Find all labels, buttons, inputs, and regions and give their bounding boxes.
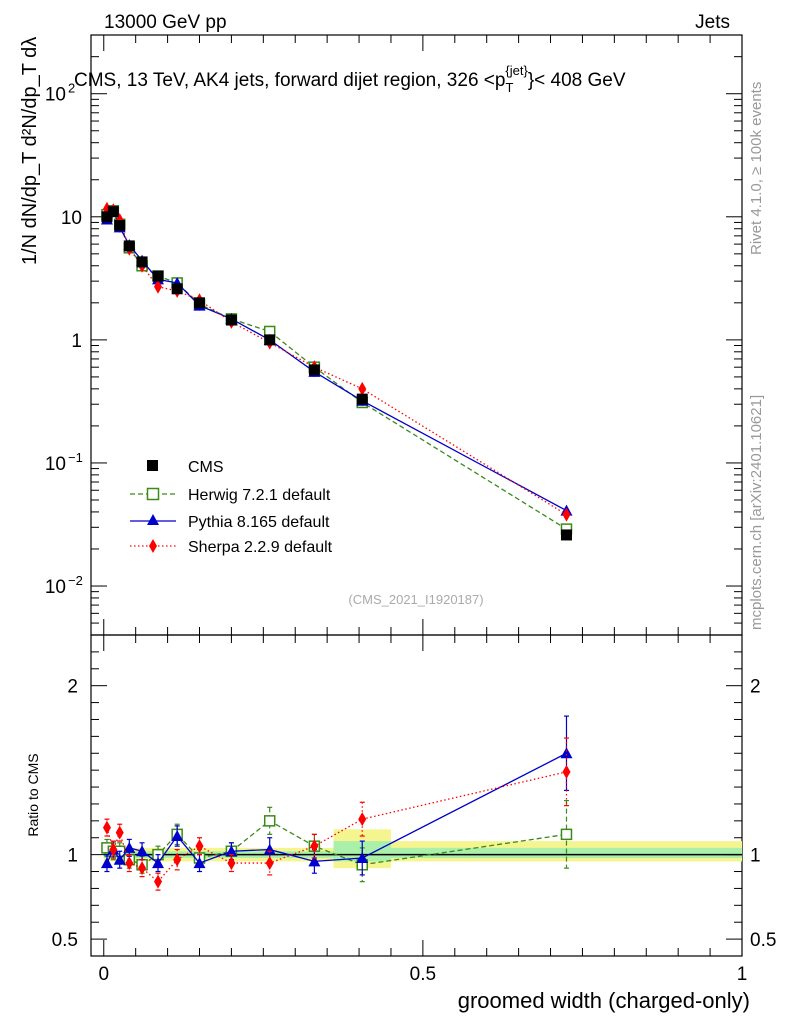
main-y-axis-label: 1/N dN/dp_T d²N/dp_T dλ [19,37,41,265]
ratio-plot-frame [90,634,743,957]
data-point-cms [136,256,148,268]
ratio-y-tick-label-right: 2 [750,677,761,698]
data-point-cms [152,270,164,282]
ratio-point-pythia [308,855,321,867]
ratio-y-tick-label-left: 1 [67,846,78,867]
ratio-y-tick-label-left: 2 [67,677,78,698]
series-line-sherpa [106,208,567,516]
ratio-point-herwig [263,815,276,827]
ratio-point-sherpa [562,764,571,779]
plot-title-main: CMS, 13 TeV, AK4 jets, forward dijet reg… [74,70,505,91]
data-point-sherpa [154,279,163,294]
ratio-point-pythia [171,830,184,842]
legend-cms-label: CMS [188,459,224,476]
data-point-cms [560,529,572,541]
ratio-point-sherpa [154,874,163,889]
ratio-point-sherpa [195,839,204,854]
ratio-point-sherpa [173,852,182,867]
ratio-point-pythia [193,857,206,869]
ratio-point-pythia [225,845,238,857]
ratio-y-tick-label-left: 0.5 [52,930,78,951]
y-label-text: 1/N dN/dp_T d²N/dp_T dλ [19,37,41,265]
ratio-y-tick-label-right: 0.5 [750,930,776,951]
y-tick-label: 1 [71,331,82,352]
ratio-point-sherpa [227,856,236,871]
ratio-point-pythia [152,857,165,869]
ratio-point-sherpa [310,839,319,854]
legend-herwig-marker [146,487,160,501]
rivet-version-label: Rivet 4.1.0, ≥ 100k events [748,82,765,255]
ratio-point-pythia [123,841,136,853]
ratio-point-pythia [100,857,113,869]
ratio-point-sherpa [102,820,111,835]
ratio-point-sherpa [125,856,134,871]
data-point-cms [114,219,126,231]
ratio-point-sherpa [358,812,367,827]
ratio-point-sherpa [138,861,147,876]
legend-cms-marker [147,460,158,471]
y-tick-label: 10 [45,85,66,106]
data-point-cms [171,283,183,295]
series-line-pythia [106,208,567,512]
legend-pythia-marker [147,514,159,525]
y-tick-exponent: −1 [68,450,83,465]
ratio-point-pythia [356,852,369,864]
analysis-id-label: (CMS_2021_I1920187) [348,592,483,607]
y-tick-exponent: −2 [68,573,83,588]
ratio-y-tick-label-right: 1 [750,846,761,867]
series-line-herwig [106,209,567,530]
ratio-point-sherpa [109,842,118,857]
data-point-cms [308,364,320,376]
mcplots-label: mcplots.cern.ch [arXiv:2401.10621] [748,395,765,630]
ratio-point-pythia [263,843,276,855]
plot-title: CMS, 13 TeV, AK4 jets, forward dijet reg… [74,63,626,95]
ratio-point-pythia [560,747,573,759]
legend-sherpa-label: Sherpa 2.2.9 default [188,539,333,556]
legend-herwig-label: Herwig 7.2.1 default [188,487,331,504]
x-tick-label: 0.5 [410,964,436,985]
ratio-plot-area: 0.5 0.51 12 20 0.5 1 [52,635,776,985]
plot-title-sub: T [505,80,513,95]
x-axis-label: groomed width (charged-only) [458,988,750,1013]
x-tick-label: 1 [737,964,748,985]
header-category: Jets [695,12,730,33]
header-collision: 13000 GeV pp [104,12,227,33]
data-point-cms [225,314,237,326]
x-tick-label: 0 [98,964,109,985]
plot-title-end: }< 408 GeV [528,70,626,91]
data-point-cms [101,211,113,223]
ratio-point-pythia [113,853,126,865]
legend-pythia-label: Pythia 8.165 default [188,514,330,531]
data-point-cms [356,393,368,405]
y-tick-exponent: 2 [68,81,75,96]
data-point-sherpa [562,507,571,522]
y-tick-label: 10 [61,208,82,229]
y-tick-label: 10 [45,577,66,598]
legend-sherpa-marker [149,539,157,553]
ratio-point-pythia [136,845,149,857]
data-point-sherpa [358,381,367,396]
ratio-point-sherpa [115,825,124,840]
plot-title-sup: {jet} [505,63,528,78]
data-point-cms [107,206,119,218]
ratio-point-herwig [560,828,573,841]
ratio-point-sherpa [265,856,274,871]
legend: CMS Herwig 7.2.1 default Pythia 8.165 de… [130,459,333,556]
data-point-cms [264,334,276,346]
y-tick-label: 10 [45,454,66,475]
data-point-cms [194,297,205,309]
ratio-y-axis-label: Ratio to CMS [25,753,41,836]
data-point-cms [123,240,135,252]
